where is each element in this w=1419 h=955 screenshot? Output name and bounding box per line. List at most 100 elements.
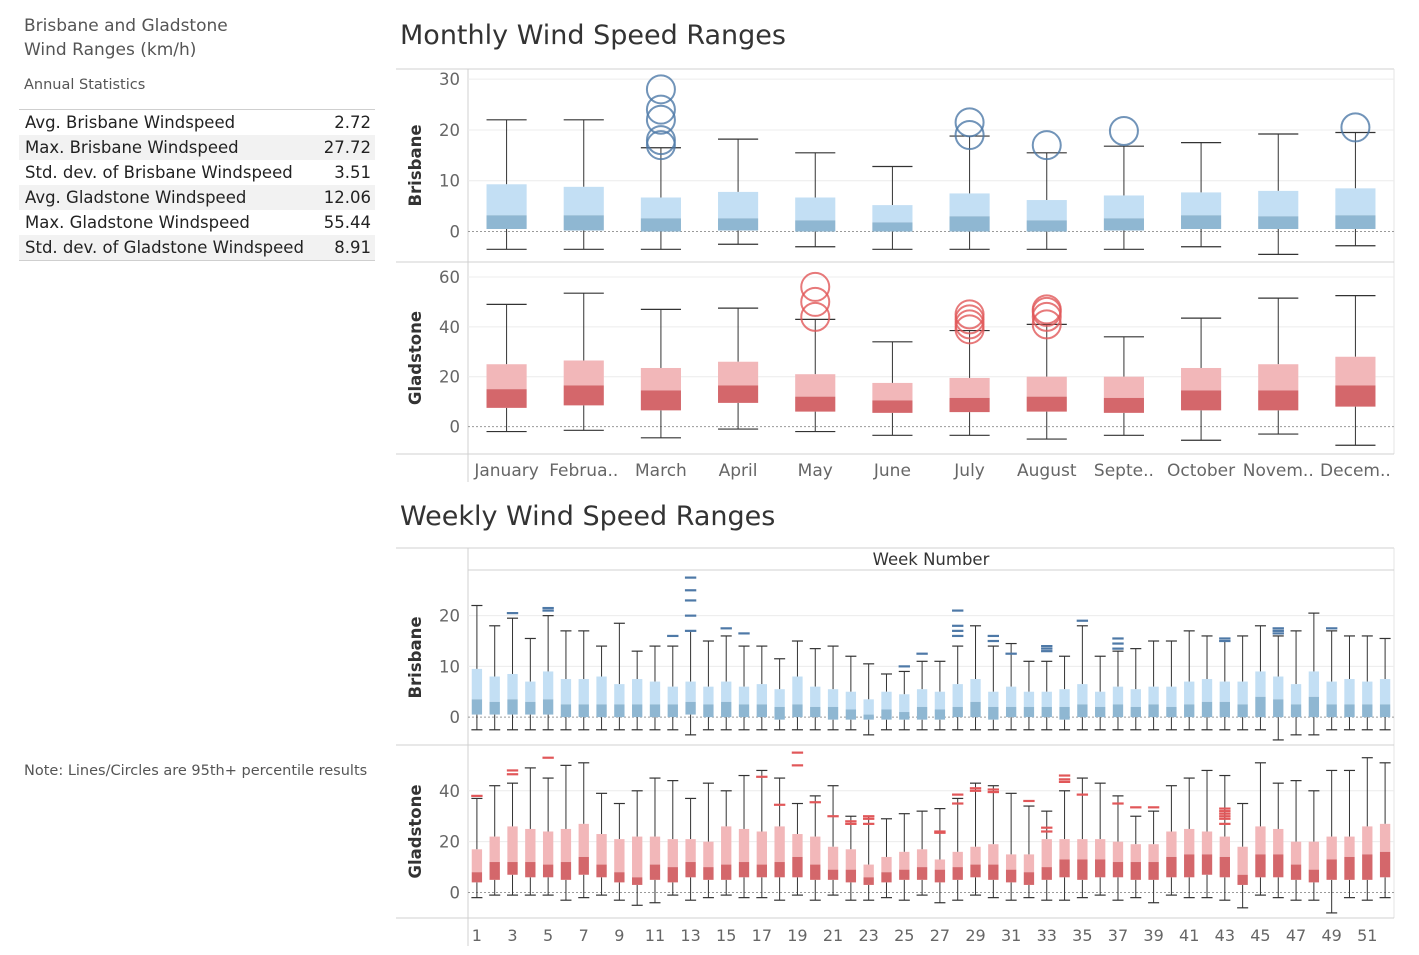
stats-label: Max. Brisbane Windspeed (19, 135, 317, 160)
box-upper (489, 676, 500, 702)
box-upper (1273, 676, 1284, 700)
outlier-circle (645, 104, 676, 135)
box-upper (721, 681, 732, 702)
box-lower (525, 701, 536, 715)
panel-label-gladstone: Gladstone (406, 784, 425, 878)
outlier-circle (954, 299, 985, 330)
x-tick-label: 41 (1179, 926, 1199, 945)
box-lower (1308, 869, 1320, 883)
stats-value: 8.91 (316, 235, 375, 261)
box-upper (1379, 679, 1391, 705)
box-lower (1005, 706, 1017, 718)
gladstone-panel: 0 20 40 60 Gladstone (396, 261, 1394, 446)
box-lower (1095, 859, 1106, 878)
box-upper (1112, 841, 1124, 863)
box-lower (1258, 390, 1299, 411)
box-lower (1077, 704, 1088, 718)
box-lower (795, 396, 836, 412)
box-upper (1166, 686, 1177, 707)
box-upper (1184, 681, 1195, 705)
panel-label-brisbane: Brisbane (406, 124, 425, 206)
box-upper (970, 846, 981, 865)
box-lower (563, 215, 604, 231)
box-upper (1362, 826, 1373, 855)
box-upper (827, 846, 839, 870)
box-lower (718, 385, 759, 403)
stats-row: Max. Brisbane Windspeed 27.72 (19, 135, 375, 160)
box-upper (1181, 367, 1222, 391)
box-upper (1181, 192, 1222, 216)
outlier-circle (1340, 112, 1371, 143)
box-lower (1103, 218, 1144, 231)
box-lower (1181, 390, 1222, 411)
outlier-circle (800, 271, 831, 302)
x-tick-label: 39 (1143, 926, 1163, 945)
box-upper (1026, 376, 1067, 397)
box-lower (560, 862, 572, 880)
box-upper (578, 679, 589, 705)
box-upper (934, 691, 946, 710)
box-lower (1148, 862, 1159, 880)
box-upper (1258, 190, 1299, 217)
box-upper (1362, 681, 1373, 705)
box-lower (988, 706, 999, 720)
x-tick-label: 35 (1072, 926, 1092, 945)
box-lower (952, 706, 963, 718)
box-lower (489, 862, 500, 880)
box-lower (1112, 704, 1124, 718)
box-upper (1130, 844, 1141, 863)
y-tick-label: 20 (439, 121, 460, 140)
box-upper (560, 828, 572, 863)
box-lower (792, 704, 803, 718)
box-upper (988, 844, 999, 865)
box-lower (1335, 385, 1376, 407)
box-lower (1181, 215, 1222, 229)
box-upper (827, 689, 839, 707)
x-tick-label: March (635, 461, 687, 481)
box-upper (1184, 828, 1195, 855)
box-upper (1219, 681, 1230, 702)
box-upper (525, 828, 536, 863)
x-tick-label: 49 (1321, 926, 1341, 945)
box-lower (614, 704, 625, 718)
box-lower (1362, 704, 1373, 718)
box-upper (685, 839, 696, 863)
box-lower (1344, 704, 1355, 718)
box-upper (507, 826, 518, 863)
x-tick-label: 11 (645, 926, 665, 945)
box-upper (970, 679, 981, 702)
box-upper (899, 851, 910, 870)
box-lower (703, 704, 714, 718)
box-lower (872, 222, 913, 232)
outlier-circle (1031, 309, 1062, 340)
box-lower (703, 867, 714, 880)
box-upper (1308, 671, 1320, 697)
box-upper (774, 689, 785, 707)
box-upper (703, 686, 714, 705)
box-lower (563, 385, 604, 406)
x-tick-label: Decem.. (1320, 461, 1391, 481)
box-upper (792, 834, 803, 857)
x-tick-label: 19 (787, 926, 807, 945)
box-lower (934, 869, 946, 883)
x-tick-label: 13 (680, 926, 700, 945)
box-upper (1059, 839, 1070, 860)
box-upper (640, 197, 681, 219)
box-upper (810, 836, 821, 865)
x-tick-label: April (719, 461, 758, 481)
y-tick-label: 40 (439, 782, 460, 801)
box-upper (845, 691, 857, 710)
annual-stats-table: Avg. Brisbane Windspeed 2.72 Max. Brisbane… (19, 109, 375, 261)
box-lower (792, 856, 803, 878)
box-lower (649, 704, 661, 718)
box-upper (952, 851, 963, 868)
x-tick-label: Novem.. (1243, 461, 1314, 481)
box-lower (738, 704, 750, 718)
box-upper (881, 856, 892, 873)
box-upper (916, 849, 928, 868)
box-lower (649, 864, 661, 880)
y-tick-label: 20 (439, 833, 460, 852)
box-lower (863, 877, 874, 885)
outlier-circle (645, 74, 676, 105)
